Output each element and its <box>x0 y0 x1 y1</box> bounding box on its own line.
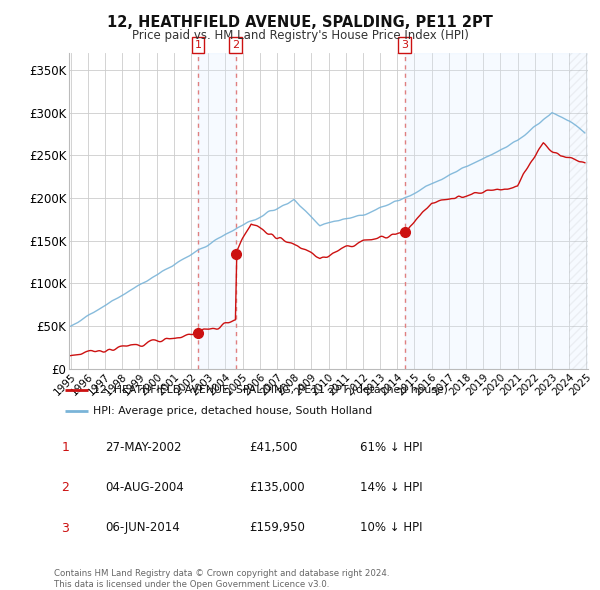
Text: HPI: Average price, detached house, South Holland: HPI: Average price, detached house, Sout… <box>94 406 373 416</box>
Text: 3: 3 <box>401 40 408 50</box>
Text: 27-MAY-2002: 27-MAY-2002 <box>105 441 182 454</box>
Bar <box>569 53 588 369</box>
Text: 10% ↓ HPI: 10% ↓ HPI <box>360 521 422 534</box>
Text: 1: 1 <box>61 441 70 454</box>
Text: 2: 2 <box>61 481 70 494</box>
Text: 04-AUG-2004: 04-AUG-2004 <box>105 481 184 494</box>
Text: 12, HEATHFIELD AVENUE, SPALDING, PE11 2PT: 12, HEATHFIELD AVENUE, SPALDING, PE11 2P… <box>107 15 493 30</box>
Bar <box>198 53 236 369</box>
Text: 3: 3 <box>61 522 70 535</box>
Text: 06-JUN-2014: 06-JUN-2014 <box>105 521 180 534</box>
Text: £135,000: £135,000 <box>249 481 305 494</box>
Text: £41,500: £41,500 <box>249 441 298 454</box>
Text: 1: 1 <box>194 40 202 50</box>
Text: 14% ↓ HPI: 14% ↓ HPI <box>360 481 422 494</box>
Text: £159,950: £159,950 <box>249 521 305 534</box>
Bar <box>404 53 588 369</box>
Text: 12, HEATHFIELD AVENUE, SPALDING, PE11 2PT (detached house): 12, HEATHFIELD AVENUE, SPALDING, PE11 2P… <box>94 385 448 395</box>
Text: Contains HM Land Registry data © Crown copyright and database right 2024.
This d: Contains HM Land Registry data © Crown c… <box>54 569 389 589</box>
Text: Price paid vs. HM Land Registry's House Price Index (HPI): Price paid vs. HM Land Registry's House … <box>131 30 469 42</box>
Text: 2: 2 <box>232 40 239 50</box>
Text: 61% ↓ HPI: 61% ↓ HPI <box>360 441 422 454</box>
